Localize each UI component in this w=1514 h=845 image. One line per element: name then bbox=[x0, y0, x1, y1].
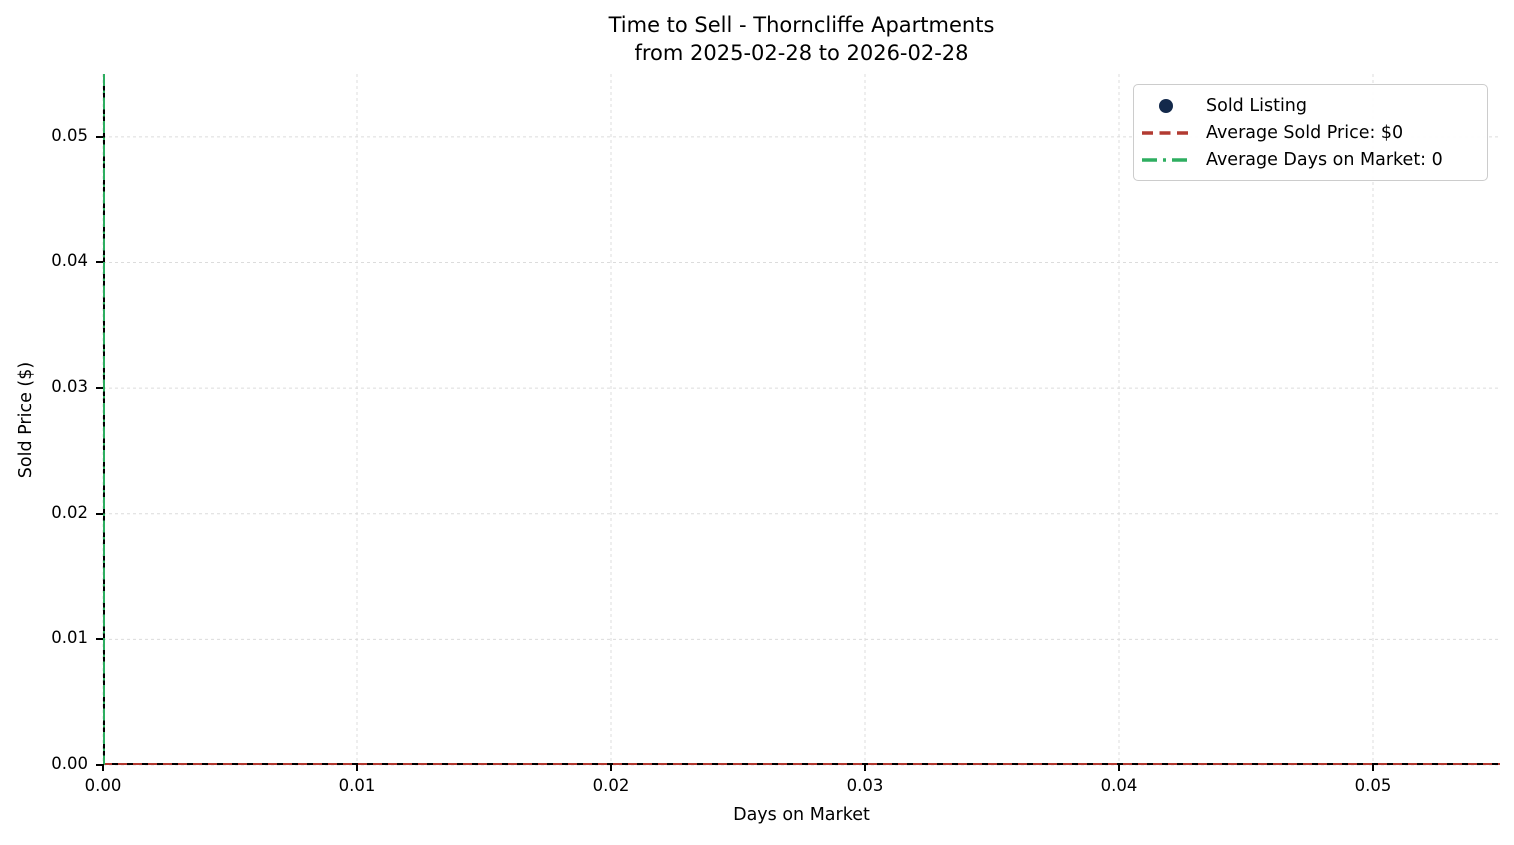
y-tick-label: 0.03 bbox=[51, 377, 88, 397]
y-axis-label: Sold Price ($) bbox=[16, 361, 36, 479]
y-tick-label: 0.02 bbox=[51, 502, 88, 522]
sold-listing-marker-icon bbox=[1142, 98, 1190, 114]
dashed-line-icon bbox=[1142, 125, 1190, 141]
legend-label-average-days-on-market: Average Days on Market: 0 bbox=[1206, 149, 1443, 170]
y-tick-label: 0.04 bbox=[51, 251, 88, 271]
y-tick-mark bbox=[96, 387, 103, 390]
y-tick-mark bbox=[96, 512, 103, 515]
plot-canvas bbox=[102, 74, 1500, 766]
y-tick-label: 0.00 bbox=[51, 754, 88, 773]
chart-title-line1: Time to Sell - Thorncliffe Apartments bbox=[608, 13, 995, 37]
legend-entry-average-days-on-market: Average Days on Market: 0 bbox=[1142, 150, 1477, 170]
y-tick-label: 0.01 bbox=[51, 628, 88, 648]
x-tick-mark bbox=[864, 764, 866, 771]
x-tick-mark bbox=[610, 764, 612, 771]
legend-label-average-sold-price: Average Sold Price: $0 bbox=[1206, 122, 1404, 143]
y-tick-label: 0.05 bbox=[51, 125, 88, 145]
chart-title: Time to Sell - Thorncliffe Apartments fr… bbox=[103, 11, 1500, 67]
x-tick-label: 0.00 bbox=[84, 776, 122, 795]
x-tick-label: 0.03 bbox=[846, 776, 884, 795]
x-tick-mark bbox=[356, 764, 358, 771]
plot-area: 0.00 0.01 0.02 0.03 0.04 0.05 0.00 0.01 0.02 0.0… bbox=[51, 74, 1500, 795]
legend-entry-average-sold-price: Average Sold Price: $0 bbox=[1142, 123, 1477, 143]
x-tick-label: 0.05 bbox=[1354, 776, 1392, 795]
x-axis-label: Days on Market bbox=[733, 805, 870, 825]
x-tick-mark bbox=[102, 764, 104, 771]
y-tick-mark bbox=[96, 764, 103, 766]
legend-entry-sold-listing: Sold Listing bbox=[1142, 96, 1477, 116]
x-tick-mark bbox=[1372, 764, 1374, 771]
x-tick-label: 0.01 bbox=[338, 776, 376, 795]
x-tick-label: 0.04 bbox=[1100, 776, 1138, 795]
y-tick-mark bbox=[96, 261, 103, 264]
x-tick-label: 0.02 bbox=[592, 776, 630, 795]
chart-title-line2: from 2025-02-28 to 2026-02-28 bbox=[634, 41, 969, 65]
y-tick-mark bbox=[96, 638, 103, 641]
x-tick-mark bbox=[1118, 764, 1120, 771]
dash-dot-line-icon bbox=[1142, 152, 1190, 168]
legend: Sold Listing Average Sold Price: $0 Aver… bbox=[1133, 84, 1488, 181]
y-tick-mark bbox=[96, 135, 103, 138]
legend-label-sold-listing: Sold Listing bbox=[1206, 95, 1308, 116]
